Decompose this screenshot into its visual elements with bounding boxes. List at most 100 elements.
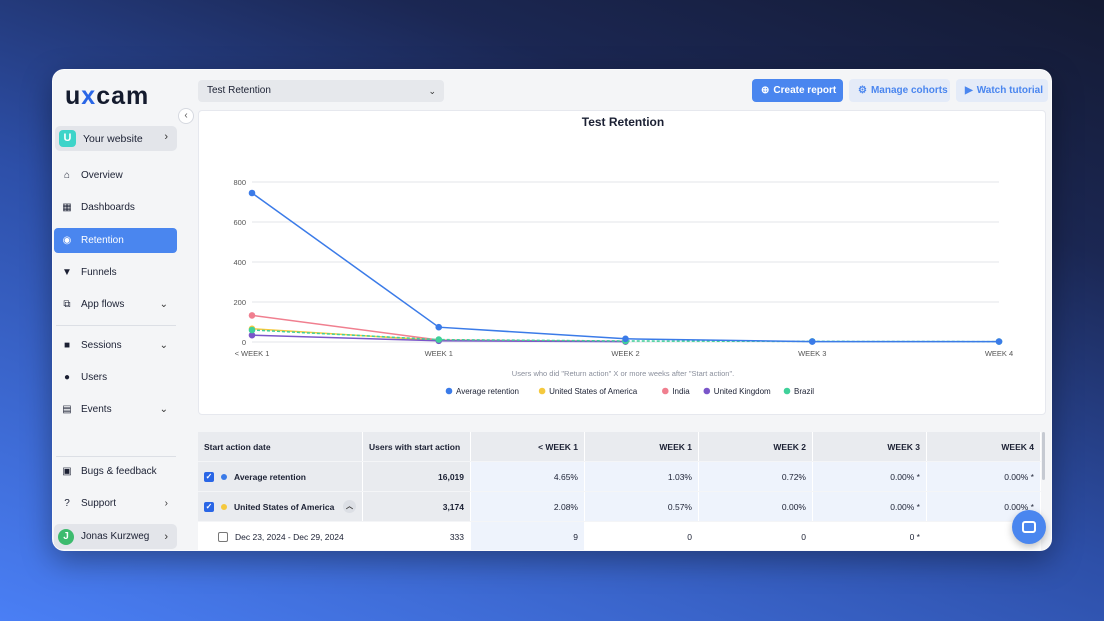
series-line — [251, 192, 999, 343]
data-point — [248, 326, 256, 334]
report-select[interactable]: Test Retention ⌄ — [198, 80, 444, 102]
y-tick-label: 0 — [242, 338, 246, 347]
column-header[interactable]: Users with start action — [363, 432, 471, 461]
y-tick-label: 200 — [233, 298, 246, 307]
legend-marker — [538, 387, 546, 395]
row-label-cell: ✓ United States of America ︿ — [198, 492, 363, 521]
value-cell: 0 — [699, 522, 813, 550]
table-row: ✓ Average retention 16,019 4.65% 1.03% 0… — [198, 462, 1042, 491]
help-icon: ? — [64, 497, 70, 509]
column-header[interactable]: WEEK 2 — [699, 432, 813, 461]
legend-marker — [445, 387, 453, 395]
funnel-icon: ▼ — [62, 266, 72, 278]
x-tick-label: < WEEK 1 — [235, 349, 270, 358]
value-cell: 0.57% — [585, 492, 699, 521]
chevron-right-icon: › — [164, 498, 168, 509]
manage-cohorts-button[interactable]: ⚙ Manage cohorts — [849, 79, 950, 102]
data-point — [435, 323, 443, 331]
website-label: Your website — [83, 132, 143, 145]
chat-icon — [1022, 521, 1036, 533]
row-checkbox[interactable]: ✓ — [204, 501, 214, 512]
value-cell: 1.03% — [585, 462, 699, 491]
user-menu[interactable]: J Jonas Kurzweg › — [54, 524, 177, 549]
website-avatar: U — [59, 130, 76, 147]
row-label-cell: Dec 23, 2024 - Dec 29, 2024 — [198, 522, 363, 550]
bug-icon: ▣ — [62, 465, 72, 477]
data-point — [995, 338, 1003, 345]
row-checkbox[interactable]: ✓ — [204, 471, 214, 482]
sidebar-item-sessions[interactable]: ■ Sessions ⌄ — [54, 333, 177, 358]
uxcam-logo[interactable]: uxcam — [65, 82, 150, 110]
chat-support-button[interactable] — [1012, 510, 1046, 544]
legend-label: United Kingdom — [714, 387, 771, 396]
chevron-down-icon: ⌄ — [159, 299, 168, 310]
sidebar-item-users[interactable]: ● Users — [54, 365, 177, 390]
chevron-up-icon[interactable]: ︿ — [343, 500, 356, 513]
legend-marker — [703, 387, 711, 395]
users-icon: ● — [63, 371, 71, 383]
value-cell: 0.00% * — [927, 462, 1041, 491]
value-cell: 0.72% — [699, 462, 813, 491]
row-label-cell: ✓ Average retention — [198, 462, 363, 491]
series-dot — [221, 503, 227, 510]
home-icon: ⌂ — [63, 169, 71, 181]
y-tick-label: 800 — [233, 178, 246, 187]
sidebar-item-overview[interactable]: ⌂ Overview — [54, 163, 177, 188]
legend-label: Average retention — [456, 387, 519, 396]
play-icon: ▶ — [965, 85, 973, 96]
column-header[interactable]: WEEK 4 — [927, 432, 1041, 461]
data-point — [248, 312, 256, 319]
chevron-down-icon: ⌄ — [428, 86, 436, 96]
value-cell: 0.00% * — [813, 462, 927, 491]
app-window: uxcam U Your website › ⌂ Overview ▦ Dashbo… — [52, 69, 1052, 551]
create-report-button[interactable]: ⊕ Create report — [752, 79, 843, 102]
main-content: Test Retention ⌄ ⊕ Create report ⚙ Manage … — [186, 70, 1051, 550]
gear-icon: ⚙ — [858, 85, 867, 96]
table-scrollbar[interactable] — [1042, 432, 1045, 480]
row-checkbox[interactable] — [218, 531, 228, 542]
users-count-cell: 3,174 — [363, 492, 471, 521]
dashboard-icon: ▦ — [62, 201, 72, 213]
chevron-down-icon: ⌄ — [159, 340, 168, 351]
divider — [56, 325, 176, 326]
value-cell: 0 * — [813, 522, 927, 550]
chart-title: Test Retention — [582, 115, 664, 129]
sidebar-item-dashboards[interactable]: ▦ Dashboards — [62, 201, 135, 214]
flow-icon: ⧉ — [63, 298, 71, 310]
events-icon: ▤ — [62, 403, 72, 415]
data-point — [435, 336, 443, 343]
value-cell: 0 — [585, 522, 699, 550]
sidebar-item-funnels[interactable]: ▼ Funnels — [62, 266, 117, 279]
eye-icon: ◉ — [62, 234, 72, 246]
column-header[interactable]: < WEEK 1 — [471, 432, 585, 461]
user-name: Jonas Kurzweg — [81, 531, 150, 542]
avatar: J — [58, 528, 74, 545]
value-cell: 2.08% — [471, 492, 585, 521]
value-cell: 0.00% — [699, 492, 813, 521]
video-icon: ■ — [63, 339, 71, 351]
value-cell: 0.00% * — [813, 492, 927, 521]
column-header[interactable]: WEEK 3 — [813, 432, 927, 461]
column-header[interactable]: WEEK 1 — [585, 432, 699, 461]
plus-circle-icon: ⊕ — [761, 85, 770, 96]
chevron-down-icon: ⌄ — [159, 404, 168, 415]
legend-label: United States of America — [549, 387, 638, 396]
column-header[interactable]: Start action date — [198, 432, 363, 461]
value-cell: 9 — [471, 522, 585, 550]
watch-tutorial-button[interactable]: ▶ Watch tutorial — [956, 79, 1048, 102]
value-cell: 4.65% — [471, 462, 585, 491]
sidebar-item-events[interactable]: ▤ Events ⌄ — [62, 403, 168, 416]
sidebar-item-bugs-feedback[interactable]: ▣ Bugs & feedback — [62, 465, 157, 478]
collapse-sidebar-button[interactable]: ‹ — [178, 108, 194, 124]
legend-marker — [783, 387, 791, 395]
website-switcher[interactable]: U Your website › — [55, 126, 177, 151]
sidebar-item-app-flows[interactable]: ⧉ App flows ⌄ — [54, 292, 177, 317]
x-tick-label: WEEK 1 — [425, 349, 453, 358]
divider — [56, 456, 176, 457]
sidebar-item-support[interactable]: ? Support › — [54, 491, 177, 516]
sidebar-item-retention[interactable]: ◉ Retention — [54, 228, 177, 253]
users-count-cell: 333 — [363, 522, 471, 550]
data-point — [622, 335, 629, 343]
legend-marker — [662, 387, 669, 395]
retention-chart: Test Retention 0 200 400 600 800 < WEEK 1 WEEK … — [233, 115, 1013, 396]
